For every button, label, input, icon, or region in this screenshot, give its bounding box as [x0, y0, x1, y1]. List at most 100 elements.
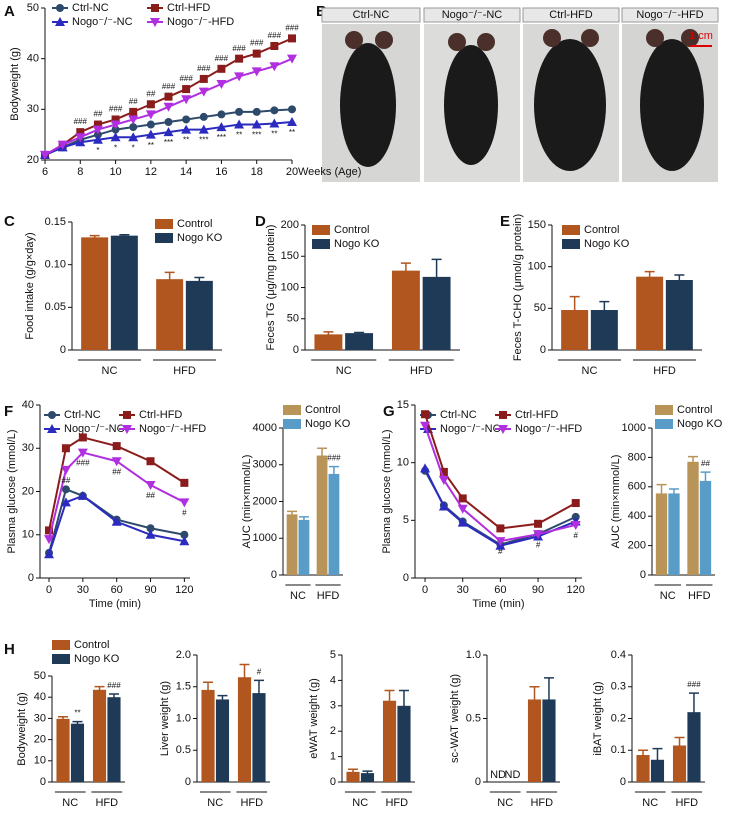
x-tick-label: 10: [109, 166, 121, 178]
photo-label: Ctrl-NC: [353, 9, 390, 21]
significance: #: [573, 531, 578, 540]
y-tick-label: 3000: [253, 459, 277, 471]
x-tick-label: HFD: [385, 797, 408, 809]
bar: [56, 718, 70, 782]
point: [145, 110, 156, 120]
point: [571, 499, 580, 508]
bar: [687, 712, 701, 782]
significance: *: [96, 146, 99, 155]
legend-label: Nogo KO: [305, 418, 351, 430]
error-bar: [108, 693, 119, 701]
legend-swatch: [155, 219, 173, 229]
error-bar: [348, 768, 359, 775]
bar: [92, 689, 107, 782]
legend-label: Control: [334, 224, 369, 236]
y-tick-label: 40: [34, 691, 46, 703]
x-tick-label: NC: [207, 797, 223, 809]
panel-letter: E: [500, 213, 510, 230]
point: [164, 92, 173, 101]
point: [146, 457, 155, 466]
y-tick-label: 50: [34, 670, 46, 682]
significance: ###: [285, 24, 299, 33]
mouse-shapes: [340, 29, 704, 171]
point: [93, 120, 102, 129]
legend-label: Control: [74, 639, 109, 651]
error-bar: [119, 234, 130, 237]
legend-marker: [56, 4, 64, 12]
y-tick-label: 0.4: [611, 649, 626, 661]
x-tick-label: HFD: [688, 590, 711, 602]
bar: [346, 771, 360, 782]
x-tick-label: NC: [642, 797, 658, 809]
legend-label: Nogo KO: [74, 653, 120, 665]
x-tick-label: HFD: [675, 797, 698, 809]
error-bar: [398, 689, 409, 722]
bar: [286, 514, 298, 575]
error-bar: [529, 686, 540, 713]
y-tick-label: 0.2: [611, 712, 626, 724]
y-tick-label: 1.0: [176, 712, 191, 724]
x-tick-label: 90: [532, 584, 544, 596]
significance: ###: [250, 39, 264, 48]
legend-marker: [150, 18, 160, 27]
x-tick-label: HFD: [317, 590, 340, 602]
y-tick-label: 1.5: [176, 681, 191, 693]
bar: [215, 699, 230, 782]
point: [44, 535, 55, 545]
error-bar: [328, 465, 339, 482]
x-tick-label: 20: [286, 166, 298, 178]
error-bar: [72, 720, 83, 726]
y-tick-label: 0: [293, 344, 299, 356]
bar: [345, 333, 374, 350]
bar: [185, 280, 213, 350]
y-tick-label: 2000: [253, 495, 277, 507]
error-bar: [543, 677, 554, 722]
y-tick-label: 600: [628, 481, 646, 493]
legend-swatch: [312, 225, 330, 235]
panel-letter: D: [255, 213, 266, 230]
y-tick-label: 0: [475, 776, 481, 788]
significance: #: [257, 668, 262, 677]
point: [181, 95, 192, 105]
y-tick-label: 0: [271, 569, 277, 581]
point: [269, 62, 280, 72]
x-tick-label: NC: [660, 590, 676, 602]
legend-marker: [151, 4, 159, 12]
legend-label: Ctrl-NC: [72, 2, 109, 14]
error-bar: [638, 749, 649, 760]
point: [198, 124, 209, 134]
point: [111, 115, 120, 124]
y-tick-label: 0.05: [45, 301, 66, 313]
error-bar: [656, 483, 667, 503]
panel-letter: A: [4, 3, 15, 20]
significance: **: [271, 130, 277, 139]
error-bar: [599, 300, 610, 319]
photo-header: [423, 7, 521, 23]
point: [234, 119, 245, 129]
point: [128, 132, 139, 142]
y-tick-label: 0.5: [466, 712, 481, 724]
bar: [81, 237, 109, 350]
significance: ##: [129, 97, 138, 106]
legend-label: Nogo⁻/⁻-NC: [64, 423, 125, 435]
x-tick-label: NC: [582, 365, 598, 377]
x-tick-label: HFD: [240, 797, 263, 809]
significance: ##: [93, 110, 102, 119]
series-line: [424, 467, 577, 547]
point: [77, 448, 88, 458]
error-bar: [94, 685, 105, 693]
legend-label: Control: [177, 218, 212, 230]
point: [92, 134, 103, 144]
error-bar: [287, 510, 298, 518]
error-bar: [674, 736, 685, 754]
y-tick-label: 0: [620, 776, 626, 788]
y-tick-label: 30: [27, 103, 39, 115]
significance: ***: [199, 136, 208, 145]
series-line: [48, 451, 185, 540]
significance: ###: [197, 64, 211, 73]
x-tick-label: 0: [422, 584, 428, 596]
error-bar: [652, 747, 663, 771]
x-tick-label: NC: [497, 797, 513, 809]
y-axis-label: AUC (min×mmol/L): [241, 455, 253, 549]
